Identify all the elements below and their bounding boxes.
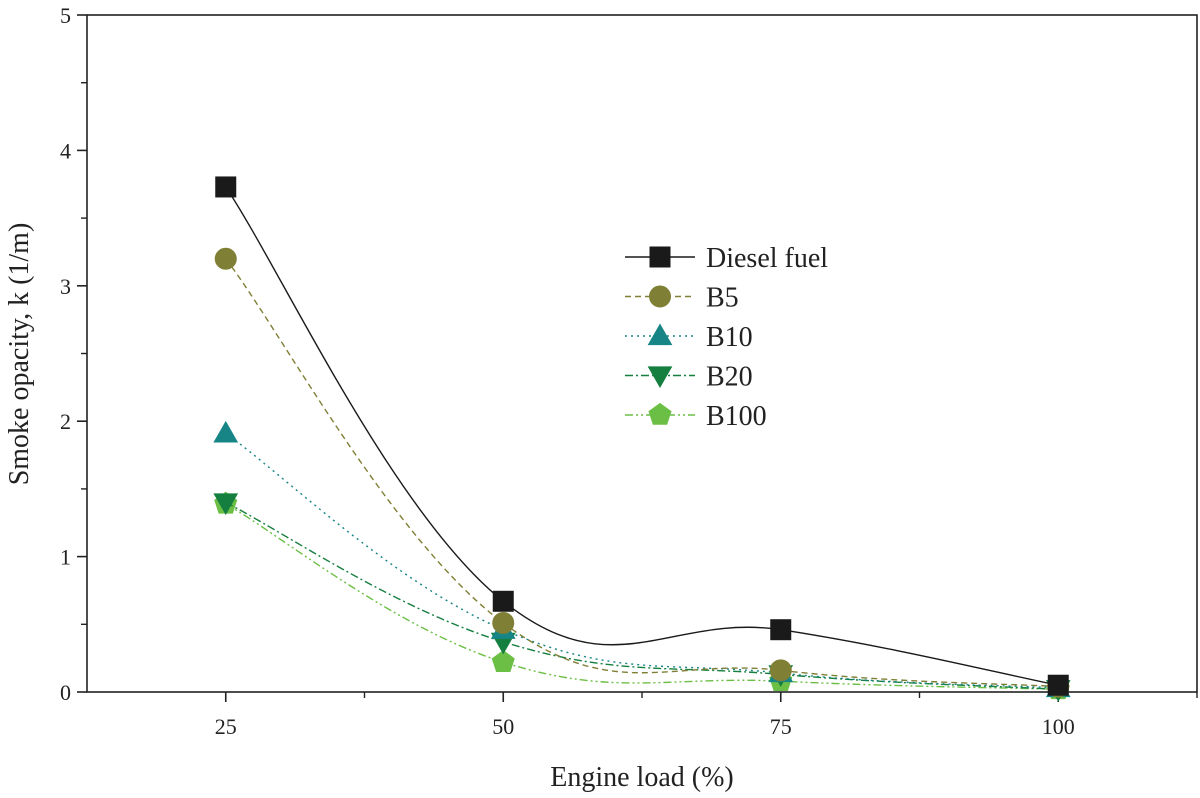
x-tick-label: 25 xyxy=(215,714,237,739)
y-axis: 0 1 2 3 4 5 xyxy=(60,3,87,705)
plot-frame xyxy=(86,14,1198,693)
series-layer xyxy=(213,176,1071,702)
series-line xyxy=(225,432,1059,689)
legend-label: B10 xyxy=(706,322,753,353)
y-tick-label: 1 xyxy=(60,545,71,570)
y-tick-label: 5 xyxy=(60,3,71,28)
y-tick-label: 4 xyxy=(60,138,71,163)
legend-item: Diesel fuel xyxy=(625,243,828,274)
legend-label: B20 xyxy=(706,362,753,393)
legend-item: B100 xyxy=(625,401,767,432)
x-axis: 25 50 75 100 xyxy=(215,692,1198,739)
legend: Diesel fuel B5 B10 B20 B100 xyxy=(625,243,828,432)
x-axis-title: Engine load (%) xyxy=(550,762,734,793)
data-point xyxy=(213,493,239,515)
data-point xyxy=(770,619,792,641)
data-point xyxy=(491,650,515,673)
x-tick-label: 50 xyxy=(492,714,514,739)
x-tick-label: 75 xyxy=(770,714,792,739)
legend-label: B100 xyxy=(706,401,767,432)
legend-marker xyxy=(648,402,672,425)
legend-marker xyxy=(649,246,671,268)
y-tick-label: 0 xyxy=(60,680,71,705)
series-line xyxy=(225,186,1059,686)
data-point xyxy=(492,590,514,612)
legend-label: B5 xyxy=(706,283,739,314)
data-point xyxy=(214,247,237,270)
legend-item: B20 xyxy=(625,362,753,393)
legend-item: B10 xyxy=(625,322,753,353)
y-axis-title: Smoke opacity, k (1/m) xyxy=(4,223,35,486)
data-point xyxy=(492,611,515,634)
series-line xyxy=(225,501,1059,690)
data-point xyxy=(213,420,239,443)
x-tick-label: 100 xyxy=(1042,714,1075,739)
legend-label: Diesel fuel xyxy=(706,243,828,274)
series-b20 xyxy=(213,493,1071,702)
series-line xyxy=(225,503,1059,690)
legend-item: B5 xyxy=(625,283,739,314)
legend-marker xyxy=(649,285,671,308)
data-point xyxy=(1047,674,1069,696)
legend-marker xyxy=(647,366,673,389)
series-diesel-fuel xyxy=(215,176,1069,696)
data-point xyxy=(215,176,237,198)
plot-border xyxy=(86,14,1198,693)
data-point xyxy=(769,659,792,682)
y-tick-label: 2 xyxy=(60,409,71,434)
series-b10 xyxy=(213,420,1071,698)
y-tick-label: 3 xyxy=(60,274,71,299)
series-b5 xyxy=(214,247,1070,698)
series-line xyxy=(225,258,1059,688)
legend-marker xyxy=(647,323,673,346)
